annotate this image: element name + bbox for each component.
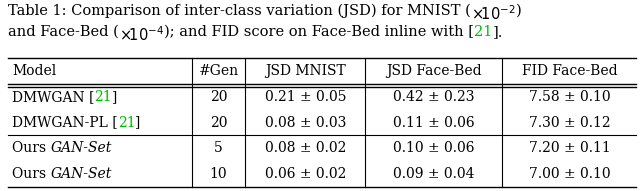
Text: 21: 21	[474, 25, 493, 39]
Text: 0.11 ± 0.06: 0.11 ± 0.06	[393, 116, 474, 129]
Text: $\times\!10^{-4}$: $\times\!10^{-4}$	[119, 25, 164, 44]
Text: 20: 20	[210, 116, 227, 129]
Text: 0.21 ± 0.05: 0.21 ± 0.05	[264, 90, 346, 104]
Text: Ours: Ours	[12, 167, 51, 181]
Text: Model: Model	[12, 64, 56, 78]
Text: ); and FID score on Face-Bed inline with [: ); and FID score on Face-Bed inline with…	[164, 25, 474, 39]
Text: 0.08 ± 0.03: 0.08 ± 0.03	[264, 116, 346, 129]
Text: 20: 20	[210, 90, 227, 104]
Text: GAN-Set: GAN-Set	[51, 141, 112, 155]
Text: 0.08 ± 0.02: 0.08 ± 0.02	[264, 141, 346, 155]
Text: DMWGAN-PL [: DMWGAN-PL [	[12, 116, 118, 129]
Text: 5: 5	[214, 141, 223, 155]
Text: 7.58 ± 0.10: 7.58 ± 0.10	[529, 90, 611, 104]
Text: 10: 10	[210, 167, 227, 181]
Text: ): )	[516, 4, 522, 18]
Text: 7.30 ± 0.12: 7.30 ± 0.12	[529, 116, 611, 129]
Text: 21: 21	[95, 90, 112, 104]
Text: 21: 21	[118, 116, 136, 129]
Text: and Face-Bed (: and Face-Bed (	[8, 25, 119, 39]
Text: DMWGAN [: DMWGAN [	[12, 90, 95, 104]
Text: 0.42 ± 0.23: 0.42 ± 0.23	[393, 90, 474, 104]
Text: 0.06 ± 0.02: 0.06 ± 0.02	[264, 167, 346, 181]
Text: JSD MNIST: JSD MNIST	[265, 64, 346, 78]
Text: JSD Face-Bed: JSD Face-Bed	[386, 64, 481, 78]
Text: ].: ].	[493, 25, 503, 39]
Text: Ours: Ours	[12, 141, 51, 155]
Text: ]: ]	[136, 116, 141, 129]
Text: GAN-Set: GAN-Set	[51, 167, 112, 181]
Text: ]: ]	[112, 90, 118, 104]
Text: 0.10 ± 0.06: 0.10 ± 0.06	[393, 141, 474, 155]
Text: FID Face-Bed: FID Face-Bed	[522, 64, 618, 78]
Text: 0.09 ± 0.04: 0.09 ± 0.04	[393, 167, 474, 181]
Text: Table 1: Comparison of inter-class variation (JSD) for MNIST (: Table 1: Comparison of inter-class varia…	[8, 4, 471, 18]
Text: 7.00 ± 0.10: 7.00 ± 0.10	[529, 167, 611, 181]
Text: 7.20 ± 0.11: 7.20 ± 0.11	[529, 141, 611, 155]
Text: #Gen: #Gen	[198, 64, 239, 78]
Text: $\times\!10^{-2}$: $\times\!10^{-2}$	[471, 4, 516, 23]
